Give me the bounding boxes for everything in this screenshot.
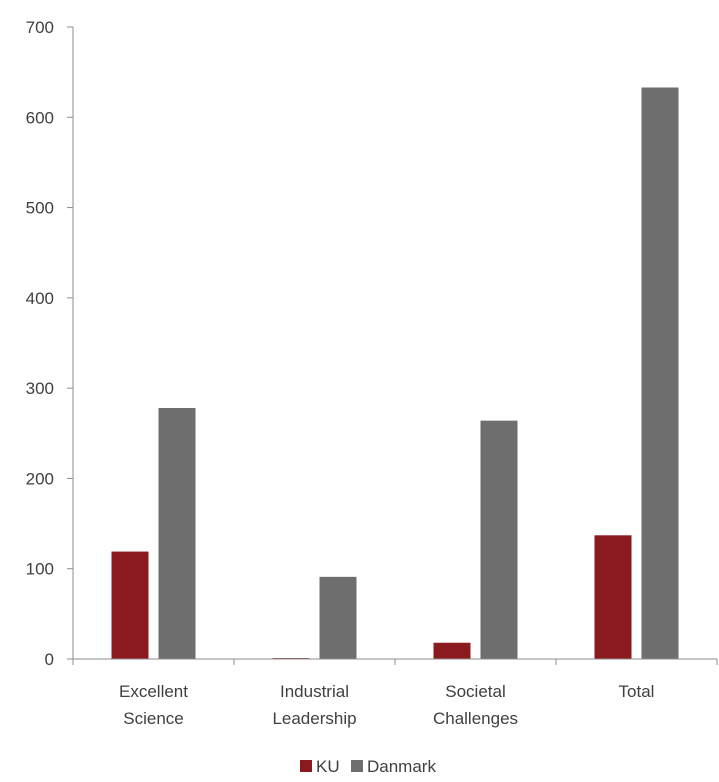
- x-category-label: Total: [619, 682, 655, 701]
- y-tick-label: 400: [26, 289, 54, 308]
- x-category-label: Excellent: [119, 682, 188, 701]
- bar-danmark-2: [480, 420, 518, 659]
- y-axis: 0 100 200 300 400 500 600 700: [26, 18, 74, 669]
- y-tick-label: 600: [26, 108, 54, 127]
- legend-swatch-ku: [300, 760, 312, 772]
- y-tick-label: 0: [45, 650, 54, 669]
- y-tick-label: 300: [26, 379, 54, 398]
- x-category-label: Science: [123, 709, 183, 728]
- bar-ku-0: [111, 551, 149, 659]
- bar-danmark-1: [319, 576, 357, 659]
- bar-ku-3: [594, 535, 632, 659]
- y-tick-label: 700: [26, 18, 54, 37]
- legend: KU Danmark: [300, 757, 436, 776]
- x-category-label: Leadership: [272, 709, 356, 728]
- bar-ku-2: [433, 642, 471, 659]
- bar-danmark-3: [641, 87, 679, 659]
- legend-swatch-danmark: [351, 760, 363, 772]
- y-tick-label: 500: [26, 199, 54, 218]
- x-category-label: Industrial: [280, 682, 349, 701]
- bars: [111, 87, 679, 659]
- x-axis: Excellent Science Industrial Leadership Soci…: [72, 658, 718, 728]
- bar-danmark-0: [158, 408, 196, 659]
- legend-label-danmark: Danmark: [367, 757, 436, 776]
- y-tick-label: 100: [26, 560, 54, 579]
- x-category-label: Societal: [445, 682, 505, 701]
- x-category-label: Challenges: [433, 709, 518, 728]
- legend-label-ku: KU: [316, 757, 340, 776]
- y-tick-label: 200: [26, 469, 54, 488]
